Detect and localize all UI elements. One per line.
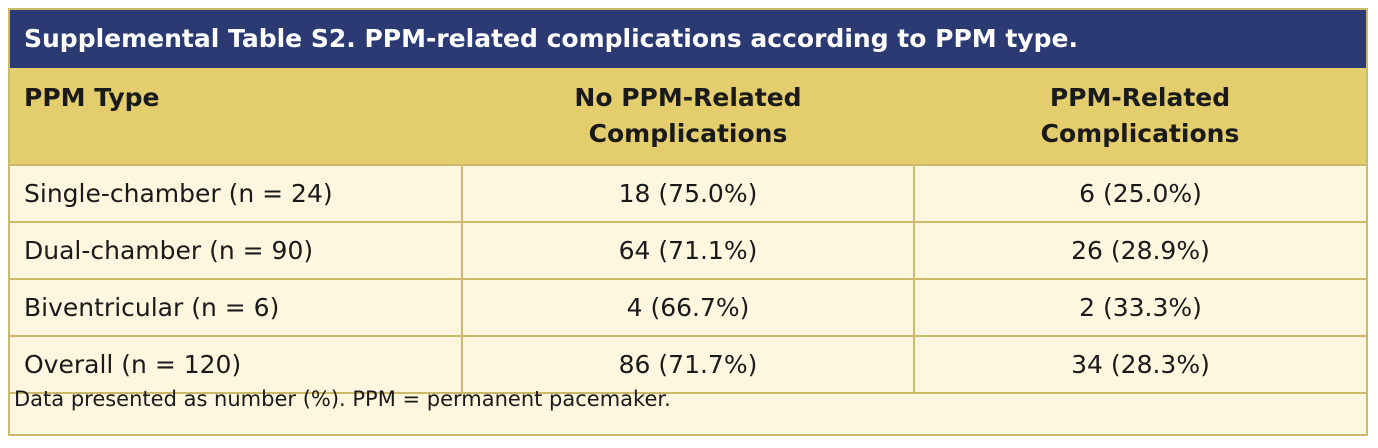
row-ppm-type: Overall (n = 120): [10, 336, 462, 394]
table-row: Overall (n = 120) 86 (71.7%) 34 (28.3%): [10, 336, 1366, 394]
header-complications-line-1: PPM-Related: [1049, 83, 1231, 112]
row-ppm-type: Dual-chamber (n = 90): [10, 222, 462, 280]
header-no-complications-line-2: Complications: [588, 119, 788, 148]
row-no-complications: 86 (71.7%): [461, 336, 914, 394]
table-row: Single-chamber (n = 24) 18 (75.0%) 6 (25…: [10, 165, 1366, 223]
header-row: PPM Type No PPM-Related Complications PP…: [10, 68, 1366, 166]
complications-table: PPM Type No PPM-Related Complications PP…: [10, 68, 1366, 394]
header-no-complications-line-1: No PPM-Related: [574, 83, 802, 112]
row-complications: 6 (25.0%): [913, 165, 1366, 223]
row-no-complications: 4 (66.7%): [461, 279, 914, 337]
header-ppm-type-line-1: PPM Type: [24, 83, 160, 112]
header-no-complications: No PPM-Related Complications: [462, 68, 914, 166]
row-complications: 34 (28.3%): [913, 336, 1366, 394]
table-row: Dual-chamber (n = 90) 64 (71.1%) 26 (28.…: [10, 222, 1366, 280]
row-complications: 26 (28.9%): [913, 222, 1366, 280]
table-frame: Supplemental Table S2. PPM-related compl…: [8, 8, 1368, 436]
row-complications: 2 (33.3%): [913, 279, 1366, 337]
header-ppm-type: PPM Type: [10, 68, 462, 166]
table-footnote: Data presented as number (%). PPM = perm…: [14, 387, 671, 411]
header-complications-line-2: Complications: [1040, 119, 1240, 148]
row-ppm-type: Single-chamber (n = 24): [10, 165, 462, 223]
table-row: Biventricular (n = 6) 4 (66.7%) 2 (33.3%…: [10, 279, 1366, 337]
row-ppm-type: Biventricular (n = 6): [10, 279, 462, 337]
row-no-complications: 18 (75.0%): [461, 165, 914, 223]
header-complications: PPM-Related Complications: [914, 68, 1366, 166]
table-title: Supplemental Table S2. PPM-related compl…: [10, 10, 1366, 68]
row-no-complications: 64 (71.1%): [461, 222, 914, 280]
